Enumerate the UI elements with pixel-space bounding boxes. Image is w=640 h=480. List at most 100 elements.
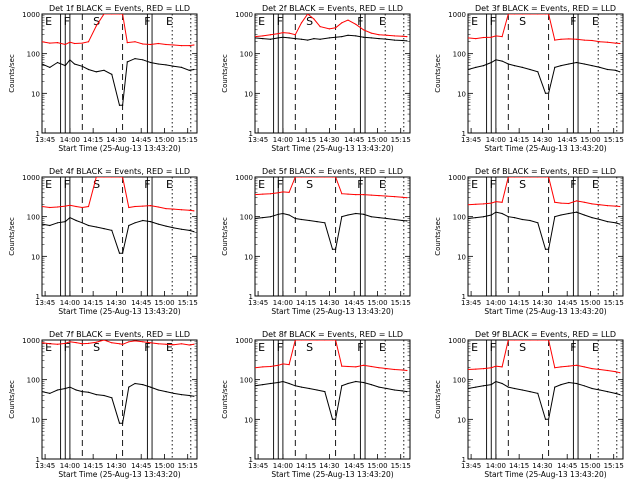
y-tick-label: 1000 (448, 174, 466, 182)
y-axis-label: Counts/sec (8, 217, 16, 256)
data-point (81, 343, 83, 345)
x-tick-label: 15:15 (604, 136, 624, 144)
data-point (475, 217, 477, 219)
data-point (193, 231, 195, 233)
data-point (255, 37, 256, 39)
data-point (56, 206, 59, 208)
data-point (319, 38, 321, 40)
data-point (468, 68, 469, 71)
data-point (87, 342, 90, 344)
data-point (475, 66, 477, 68)
data-point (165, 343, 167, 345)
data-point (482, 385, 485, 387)
data-point (111, 229, 113, 231)
data-point (95, 226, 97, 228)
x-tick-label: 14:30 (319, 136, 339, 144)
data-point (393, 368, 396, 371)
y-tick-label: 10 (457, 253, 466, 261)
data-point (548, 177, 550, 178)
segment-label: S (519, 341, 526, 354)
data-point (128, 206, 130, 209)
segment-label: E (592, 15, 599, 28)
x-tick-label: 13:45 (248, 136, 268, 144)
segment-label: F (490, 15, 496, 28)
data-point (355, 212, 357, 215)
data-point (313, 18, 315, 20)
data-point (335, 36, 337, 38)
data-point (537, 14, 539, 15)
data-point (614, 42, 616, 44)
data-point (560, 384, 562, 386)
data-point (118, 177, 121, 178)
data-point (103, 340, 105, 341)
data-point (288, 37, 290, 39)
data-point (406, 197, 408, 199)
data-point (355, 35, 357, 37)
data-point (142, 205, 144, 207)
data-point (255, 194, 256, 196)
data-point (56, 389, 59, 391)
panel-title: Det 8f BLACK = Events, RED = LLD (262, 330, 403, 339)
data-point (468, 217, 469, 220)
x-tick-label: 15:00 (367, 462, 387, 470)
data-point (370, 365, 372, 368)
y-tick-label: 1000 (22, 174, 40, 182)
data-point (619, 42, 621, 45)
y-tick-label: 10 (457, 90, 466, 98)
x-tick-label: 14:00 (273, 136, 293, 144)
data-point (501, 201, 503, 203)
data-point (568, 202, 570, 205)
data-point (300, 38, 303, 40)
x-tick-label: 14:15 (509, 299, 529, 307)
x-tick-label: 15:15 (391, 299, 411, 307)
y-tick-label: 1 (36, 456, 40, 464)
data-point (142, 341, 144, 343)
x-tick-label: 14:45 (557, 462, 577, 470)
events-series-line (468, 380, 621, 420)
y-tick-label: 1 (36, 130, 40, 138)
data-point (262, 35, 264, 37)
data-point (308, 219, 310, 222)
panel-title: Det 2f BLACK = Events, RED = LLD (262, 4, 403, 13)
data-point (347, 19, 349, 21)
data-point (165, 225, 167, 227)
data-point (316, 340, 318, 341)
data-point (401, 196, 403, 198)
segment-label: F (64, 341, 70, 354)
y-tick-label: 1000 (22, 337, 40, 345)
y-tick-label: 100 (453, 51, 466, 59)
data-point (606, 369, 609, 372)
data-point (537, 177, 539, 178)
x-tick-label: 14:30 (319, 462, 339, 470)
data-point (575, 200, 578, 202)
data-point (331, 248, 334, 250)
data-point (118, 422, 121, 424)
data-point (142, 43, 144, 45)
data-point (378, 38, 380, 40)
x-tick-label: 14:00 (60, 462, 80, 470)
data-point (308, 177, 310, 178)
data-point (165, 43, 167, 46)
data-point (482, 216, 485, 218)
data-point (126, 42, 128, 44)
data-point (335, 27, 337, 29)
data-point (188, 344, 190, 346)
data-point (42, 63, 43, 65)
x-tick-label: 14:00 (60, 299, 80, 307)
data-point (300, 22, 303, 24)
data-point (378, 217, 380, 219)
data-point (69, 41, 71, 43)
data-point (599, 389, 601, 391)
data-point (529, 14, 531, 15)
data-point (335, 248, 337, 250)
data-point (583, 366, 585, 368)
data-point (282, 36, 284, 38)
data-point (269, 216, 272, 218)
panel-title: Det 7f BLACK = Events, RED = LLD (49, 330, 190, 339)
data-point (64, 205, 66, 207)
data-point (188, 229, 190, 231)
x-tick-label: 14:30 (106, 299, 126, 307)
